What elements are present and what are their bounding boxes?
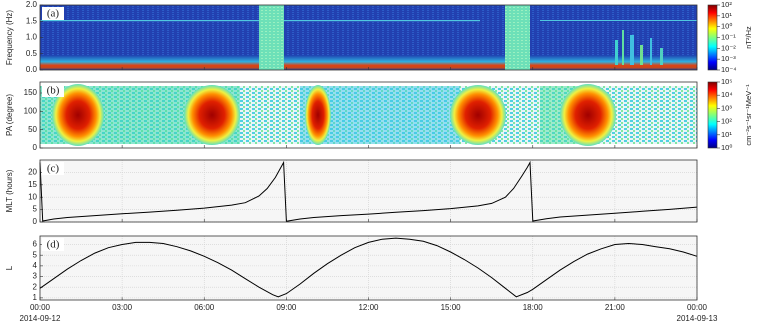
x-tick-label: 15:00 [441,303,462,312]
y-tick-label: 1.5 [26,16,38,25]
panel-label: (a) [47,8,60,20]
colorbar-a [707,4,718,71]
line-series [39,237,698,298]
panel-label: (c) [47,163,60,175]
date-label: 2014-09-13 [677,314,718,323]
x-tick-label: 03:00 [112,303,133,312]
panel-frame [39,81,698,149]
y-tick-label: 10 [28,192,37,201]
x-tick-label: 06:00 [194,303,215,312]
panel-label-box [42,162,64,175]
y-tick-label: 0 [33,143,38,152]
colorbar-tick-label: 10⁰ [721,143,732,152]
y-tick-label: 20 [28,168,37,177]
x-tick-label: 00:00 [30,303,51,312]
y-tick-label: 4 [33,261,38,270]
colorbar-tick-label: 10¹ [721,11,732,20]
x-tick-label: 18:00 [523,303,544,312]
y-tick-label: 3 [33,272,38,281]
x-tick-label: 09:00 [276,303,297,312]
colorbar-tick-label: 10⁴ [721,90,733,99]
colorbar-tick-label: 10¹ [721,130,732,139]
colorbar-tick-label: 10² [721,0,732,9]
x-tick-label: 12:00 [358,303,379,312]
colorbar-tick-label: 10⁻¹ [721,32,736,41]
panel-label-box [42,84,64,97]
panel-label: (d) [47,239,60,251]
colorbar-tick-label: 10⁵ [721,77,732,86]
panel-frame [39,235,698,301]
y-axis-label: L [5,265,14,270]
x-tick-label: 00:00 [687,303,708,312]
y-tick-label: 5 [33,250,38,259]
y-tick-label: 1 [33,293,38,302]
spectrogram-b-image [40,82,697,148]
y-tick-label: 1.0 [26,33,38,42]
y-tick-label: 6 [33,240,38,249]
date-label: 2014-09-12 [20,314,61,323]
colorbar-tick-label: 10³ [721,103,732,112]
panel-frame [39,4,698,71]
y-tick-label: 15 [28,180,37,189]
colorbar-tick-label: 10⁻² [721,43,736,52]
colorbar-tick-label: 10² [721,117,732,126]
x-tick-label: 21:00 [605,303,626,312]
y-tick-label: 2.0 [26,0,38,9]
panel-frame [39,159,698,223]
y-axis-label: PA (degree) [5,94,14,136]
panel-label-box [42,238,64,251]
y-tick-label: 5 [33,205,38,214]
y-tick-label: 0.0 [26,65,38,74]
panel-label: (b) [47,85,60,97]
y-tick-label: 150 [24,88,38,97]
colorbar-b [707,81,718,149]
y-axis-label: MLT (hours) [5,169,14,212]
y-tick-label: 50 [28,125,37,134]
colorbar-label: nT²/Hz [744,26,753,49]
line-series [39,160,698,222]
colorbar-label: cm⁻²s⁻¹sr⁻¹MeV⁻¹ [744,84,753,146]
y-tick-label: 2 [33,282,38,291]
y-tick-label: 100 [24,106,38,115]
y-axis-label: Frequency (Hz) [5,10,14,65]
colorbar-tick-label: 10⁰ [721,22,732,31]
spectrogram-a-image [40,5,697,70]
y-tick-label: 0 [33,217,38,226]
panel-label-box [42,7,64,20]
colorbar-tick-label: 10⁻⁴ [721,65,737,74]
y-tick-label: 0.5 [26,49,38,58]
colorbar-tick-label: 10⁻³ [721,54,736,63]
